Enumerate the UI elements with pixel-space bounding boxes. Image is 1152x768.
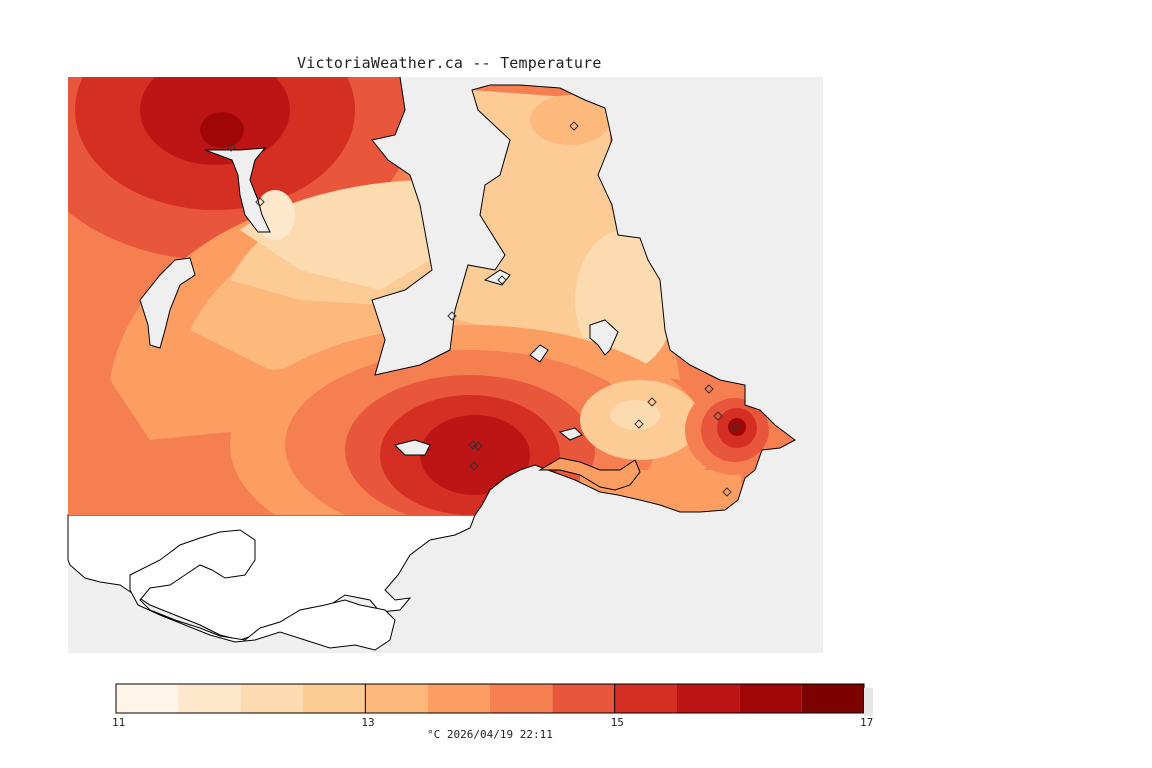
coastline-islet xyxy=(558,427,583,441)
station-marker[interactable] xyxy=(473,441,483,451)
station-marker[interactable] xyxy=(647,397,657,407)
coastline-inlet xyxy=(538,457,641,491)
legend-tick-label: 17 xyxy=(860,716,874,729)
station-marker[interactable] xyxy=(255,197,265,207)
map-title: VictoriaWeather.ca -- Temperature xyxy=(297,54,602,72)
station-marker[interactable] xyxy=(469,461,479,471)
station-marker[interactable] xyxy=(704,384,714,394)
island-outside-grid xyxy=(129,529,396,651)
station-marker[interactable] xyxy=(634,419,644,429)
station-markers xyxy=(226,121,740,497)
coastline xyxy=(371,76,796,516)
station-marker[interactable] xyxy=(497,275,507,285)
station-marker[interactable] xyxy=(730,422,740,432)
legend-tick-label: 15 xyxy=(610,716,624,729)
inland-water xyxy=(139,147,619,456)
legend-units-timestamp: °C 2026/04/19 22:11 xyxy=(427,728,553,741)
legend-tick-label: 11 xyxy=(112,716,126,729)
station-marker[interactable] xyxy=(569,121,579,131)
station-marker[interactable] xyxy=(447,311,457,321)
station-marker[interactable] xyxy=(226,142,236,152)
station-marker[interactable] xyxy=(722,487,732,497)
station-marker[interactable] xyxy=(713,411,723,421)
legend-tick-label: 13 xyxy=(361,716,375,729)
